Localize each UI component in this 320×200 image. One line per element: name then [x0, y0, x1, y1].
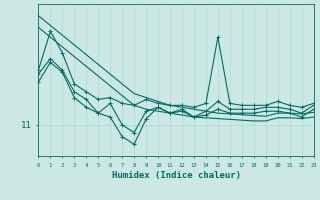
X-axis label: Humidex (Indice chaleur): Humidex (Indice chaleur) [111, 171, 241, 180]
